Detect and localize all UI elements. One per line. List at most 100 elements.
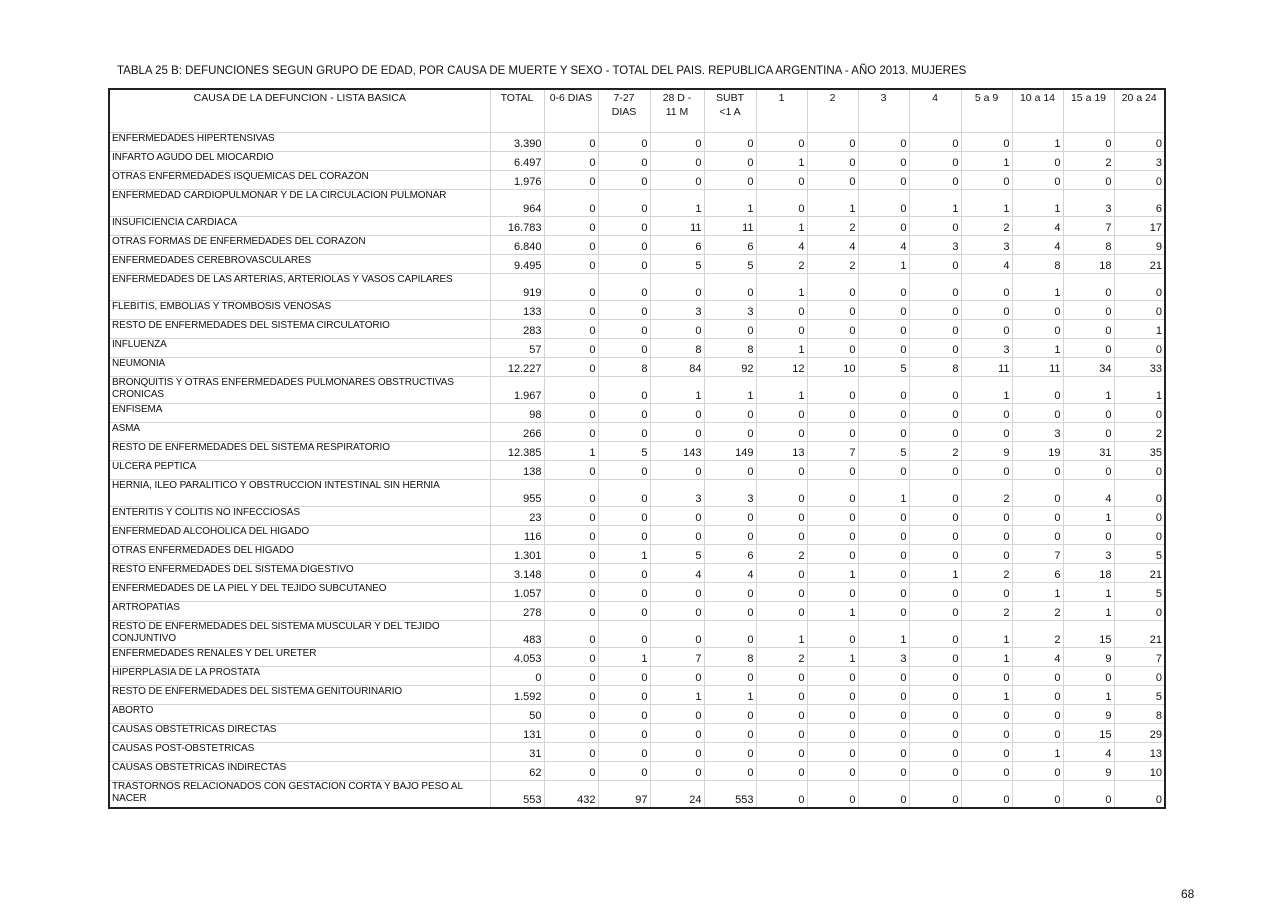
value-cell: 0 [755,723,808,743]
value-cell: 0 [543,563,599,583]
value-cell: 2 [960,601,1013,621]
value-cell: 3 [857,647,910,667]
value-cell: 0 [543,376,599,404]
column-header: 15 a 19 [1062,88,1115,133]
total-cell: 3.148 [489,563,545,583]
value-cell: 0 [1113,601,1166,621]
value-cell: 3 [703,300,757,320]
value-cell: 1 [1011,742,1064,762]
value-cell: 5 [649,544,705,564]
value-cell: 0 [908,422,962,442]
value-cell: 4 [703,563,757,583]
total-cell: 3.390 [489,132,545,152]
value-cell: 5 [703,254,757,274]
value-cell: 0 [597,582,651,602]
value-cell: 0 [755,704,808,724]
total-cell: 1.057 [489,582,545,602]
value-cell: 3 [649,300,705,320]
cause-cell: INFARTO AGUDO DEL MIOCARDIO [108,151,491,171]
value-cell: 0 [908,170,962,190]
value-cell: 0 [960,460,1013,480]
value-cell: 0 [543,357,599,377]
value-cell: 2 [1011,601,1064,621]
value-cell: 0 [597,685,651,705]
value-cell: 0 [960,761,1013,781]
value-cell: 0 [755,563,808,583]
value-cell: 0 [1011,761,1064,781]
value-cell: 11 [1011,357,1064,377]
value-cell: 0 [543,319,599,339]
cause-cell: OTRAS FORMAS DE ENFERMEDADES DEL CORAZON [108,235,491,255]
value-cell: 0 [649,506,705,526]
value-cell: 0 [1062,460,1115,480]
value-cell: 0 [908,761,962,781]
cause-cell: INSUFICIENCIA CARDIACA [108,216,491,236]
value-cell: 0 [543,460,599,480]
table-row: OTRAS FORMAS DE ENFERMEDADES DEL CORAZON… [108,235,1166,255]
total-cell: 16.783 [489,216,545,236]
value-cell: 0 [597,376,651,404]
value-cell: 0 [1011,780,1064,808]
value-cell: 6 [649,235,705,255]
cause-cell: RESTO DE ENFERMEDADES DEL SISTEMA MUSCUL… [108,620,491,648]
cause-cell: RESTO DE ENFERMEDADES DEL SISTEMA RESPIR… [108,441,491,461]
total-cell: 1.967 [489,376,545,404]
table-row: RESTO DE ENFERMEDADES DEL SISTEMA GENITO… [108,685,1166,705]
value-cell: 4 [806,235,859,255]
value-cell: 0 [806,376,859,404]
value-cell: 1 [543,441,599,461]
value-cell: 5 [649,254,705,274]
value-cell: 0 [649,525,705,545]
value-cell: 0 [703,761,757,781]
value-cell: 0 [1113,132,1166,152]
cause-cell: ENFERMEDADES HIPERTENSIVAS [108,132,491,152]
total-cell: 23 [489,506,545,526]
value-cell: 0 [543,273,599,301]
value-cell: 0 [857,376,910,404]
value-cell: 0 [960,525,1013,545]
value-cell: 1 [857,479,910,507]
value-cell: 0 [755,582,808,602]
value-cell: 0 [960,582,1013,602]
value-cell: 1 [597,544,651,564]
value-cell: 8 [703,338,757,358]
value-cell: 0 [960,273,1013,301]
value-cell: 0 [543,620,599,648]
value-cell: 3 [960,235,1013,255]
value-cell: 1 [1062,685,1115,705]
value-cell: 0 [857,723,910,743]
value-cell: 0 [1062,525,1115,545]
value-cell: 1 [960,685,1013,705]
value-cell: 1 [960,376,1013,404]
value-cell: 2 [960,216,1013,236]
table-row: OTRAS ENFERMEDADES ISQUEMICAS DEL CORAZO… [108,170,1166,190]
value-cell: 0 [703,403,757,423]
value-cell: 0 [755,780,808,808]
value-cell: 0 [806,582,859,602]
value-cell: 0 [960,544,1013,564]
value-cell: 1 [857,620,910,648]
value-cell: 17 [1113,216,1166,236]
value-cell: 1 [1011,582,1064,602]
value-cell: 7 [1011,544,1064,564]
value-cell: 5 [857,441,910,461]
value-cell: 0 [597,216,651,236]
value-cell: 0 [960,506,1013,526]
value-cell: 0 [597,132,651,152]
value-cell: 7 [649,647,705,667]
value-cell: 0 [1062,422,1115,442]
value-cell: 2 [755,544,808,564]
table-row: NEUMONIA 12.227 0 8 84 92 12 10 5 8 11 11 34 33 [108,357,1166,377]
value-cell: 0 [960,132,1013,152]
value-cell: 0 [806,460,859,480]
value-cell: 0 [806,132,859,152]
value-cell: 0 [908,216,962,236]
value-cell: 0 [806,151,859,171]
table-title: TABLA 25 B: DEFUNCIONES SEGUN GRUPO DE E… [117,65,967,77]
total-cell: 62 [489,761,545,781]
value-cell: 0 [543,422,599,442]
value-cell: 4 [1062,742,1115,762]
table-row: ENFERMEDADES DE LAS ARTERIAS, ARTERIOLAS… [108,273,1166,301]
value-cell: 0 [1011,319,1064,339]
value-cell: 1 [755,216,808,236]
